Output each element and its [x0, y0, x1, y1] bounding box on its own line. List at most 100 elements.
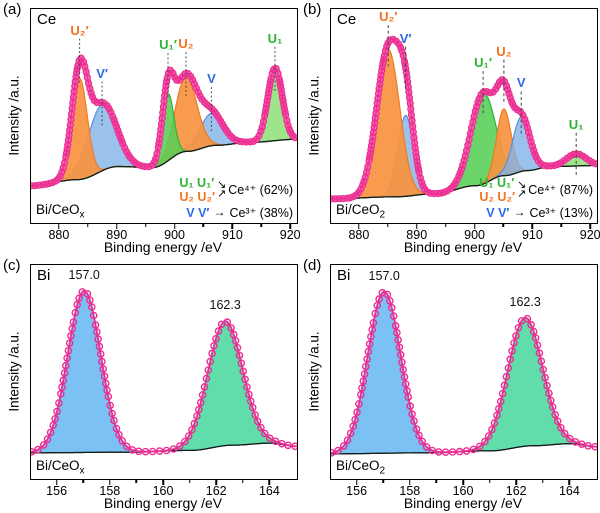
- y-axis-title-text: Intensity /a.u.: [6, 74, 22, 156]
- x-tick-label: 162: [505, 484, 527, 498]
- x-tick-label: 900: [464, 228, 485, 242]
- merge-arrows-icon: ↘ ↗: [217, 178, 227, 201]
- plot-area: 157.0 162.3 Bi Bi/CeOx: [30, 264, 298, 480]
- legend-ce3-group: V V′ → Ce³⁺ (13%): [479, 205, 593, 220]
- legend-ce4-group: U₁ U₁′ U₂ U₂′ ↘ ↗ Ce⁴⁺ (87%): [479, 176, 593, 205]
- y-axis-title: Intensity /a.u.: [301, 264, 327, 478]
- sample-subscript: x: [79, 210, 85, 221]
- x-tick-label: 890: [406, 228, 428, 242]
- x-minor-tick-mark: [144, 224, 147, 227]
- fit-markers: [331, 35, 597, 203]
- y-axis-title: Intensity /a.u.: [1, 8, 27, 222]
- x-tick-mark: [473, 224, 476, 229]
- panel-tag: (a): [3, 1, 22, 18]
- sample-subscript: 2: [379, 210, 386, 221]
- x-tick-mark: [355, 480, 358, 485]
- x-tick-mark: [162, 480, 164, 485]
- spectrum-svg: [331, 25, 597, 203]
- element-label: Bi: [337, 267, 351, 284]
- y-axis-title-text: Intensity /a.u.: [306, 330, 322, 412]
- x-minor-tick-mark: [188, 480, 191, 483]
- panel-tag: (c): [3, 257, 21, 274]
- x-tick-label: 900: [164, 228, 185, 242]
- legend-ce3-result: Ce³⁺ (38%): [229, 205, 293, 220]
- x-minor-tick-mark: [202, 224, 205, 227]
- panel-b: (b) Intensity /a.u. U₁′ V′ U₂′ U₂ V U₁ Ce Bi/…: [300, 0, 600, 256]
- legend-ce4-result: Ce⁴⁺ (62%): [228, 183, 293, 198]
- assignment-legend: U₁ U₁′ U₂ U₂′ ↘ ↗ Ce⁴⁺ (62%) V V′ → Ce³⁺ …: [179, 176, 293, 220]
- x-tick-label: 162: [205, 484, 227, 498]
- sample-label: Bi/CeOx: [36, 202, 85, 221]
- spectrum-svg: [331, 288, 597, 457]
- legend-u1-pair: U₁ U₁′: [479, 175, 515, 190]
- x-axis-title: Binding energy /eV: [403, 239, 523, 255]
- y-axis-title-text: Intensity /a.u.: [6, 330, 22, 412]
- x-axis-title: Binding energy /eV: [103, 495, 223, 511]
- x-tick-label: 156: [46, 484, 68, 498]
- x-tick-mark: [415, 224, 418, 229]
- x-tick-label: 156: [346, 484, 368, 498]
- x-axis: 880 890 900 910 920: [330, 224, 600, 242]
- x-tick-label: 160: [152, 484, 174, 498]
- panel-tag: (d): [303, 257, 322, 274]
- legend-u1-pair: U₁ U₁′: [179, 175, 215, 190]
- x-tick-mark: [531, 224, 534, 229]
- x-tick-mark: [268, 480, 271, 485]
- element-label: Bi: [37, 267, 51, 284]
- x-minor-tick-mark: [560, 224, 563, 227]
- fit-markers: [331, 288, 597, 457]
- legend-u2-pair: U₂ U₂′: [479, 190, 516, 205]
- x-minor-tick-mark: [260, 224, 263, 227]
- fit-markers: [31, 288, 297, 456]
- x-tick-mark: [215, 480, 217, 485]
- x-tick-mark: [515, 480, 517, 485]
- x-axis: 880 890 900 910 920: [30, 224, 301, 242]
- x-tick-label: 920: [279, 228, 301, 242]
- sample-name: Bi/CeO: [36, 202, 80, 218]
- sample-name: Bi/CeO: [36, 458, 80, 474]
- plot-area: U₁′ V′ U₂′ U₂ V U₁ Ce Bi/CeO2 U₁ U₁′ U₂ U₂′ ↘…: [330, 8, 598, 224]
- x-tick-mark: [55, 480, 58, 485]
- y-axis-title-text: Intensity /a.u.: [306, 74, 322, 156]
- x-tick-label: 160: [452, 484, 474, 498]
- x-tick-label: 910: [521, 228, 543, 242]
- sample-label: Bi/CeOx: [36, 458, 85, 477]
- fit-markers: [31, 54, 297, 190]
- x-minor-tick-mark: [542, 480, 544, 483]
- x-tick-mark: [568, 480, 571, 485]
- x-minor-tick-mark: [82, 480, 84, 483]
- legend-v-pair: V V′: [486, 205, 510, 220]
- x-axis-title: Binding energy /eV: [103, 239, 223, 255]
- arrow-down-right-icon: ↘: [217, 178, 227, 191]
- sample-subscript: 2: [379, 466, 386, 477]
- component-peaks: [31, 290, 297, 454]
- arrow-right-icon: →: [213, 204, 226, 219]
- y-axis-title: Intensity /a.u.: [301, 8, 327, 222]
- panel-tag: (b): [303, 1, 322, 18]
- sample-name: Bi/CeO: [336, 458, 380, 474]
- x-axis: 156 158 160 162 164: [330, 480, 596, 498]
- x-tick-mark: [115, 224, 118, 229]
- envelope-curve: [331, 38, 597, 200]
- x-tick-mark: [409, 480, 411, 485]
- x-tick-label: 880: [48, 228, 70, 242]
- x-minor-tick-mark: [242, 480, 244, 483]
- x-tick-mark: [173, 224, 176, 229]
- x-axis-title: Binding energy /eV: [403, 495, 523, 511]
- x-tick-mark: [589, 224, 591, 229]
- panel-d: (d) Intensity /a.u. 157.0 162.3 Bi Bi/CeO…: [300, 256, 600, 513]
- x-tick-label: 158: [99, 484, 121, 498]
- x-tick-label: 164: [558, 484, 580, 498]
- x-tick-mark: [109, 480, 111, 485]
- merge-arrows-icon: ↘ ↗: [517, 178, 527, 200]
- legend-ce3-result: Ce³⁺ (13%): [529, 205, 593, 220]
- arrow-up-right-icon: ↗: [217, 188, 227, 201]
- legend-v-pair: V V′: [186, 205, 210, 220]
- arrow-down-right-icon: ↘: [517, 178, 527, 191]
- x-minor-tick-mark: [382, 480, 384, 483]
- x-tick-mark: [289, 224, 291, 229]
- legend-ce4-group: U₁ U₁′ U₂ U₂′ ↘ ↗ Ce⁴⁺ (62%): [179, 176, 293, 205]
- x-tick-label: 920: [579, 228, 600, 242]
- plot-area: 157.0 162.3 Bi Bi/CeO2: [330, 264, 598, 480]
- x-tick-mark: [231, 224, 234, 229]
